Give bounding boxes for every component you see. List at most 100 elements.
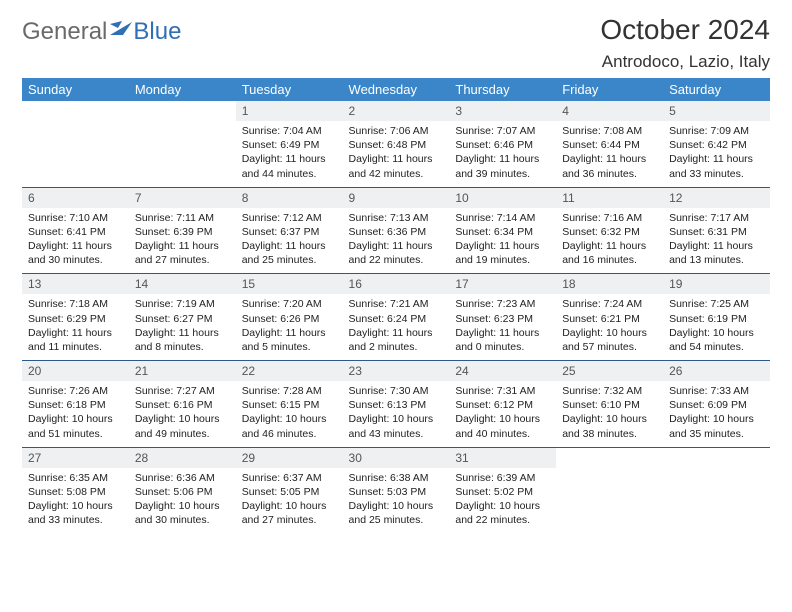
date-number: 31 (449, 448, 556, 468)
day-info: Sunrise: 6:38 AMSunset: 5:03 PMDaylight:… (343, 468, 450, 534)
day-header: Tuesday (236, 78, 343, 101)
day-info: Sunrise: 7:28 AMSunset: 6:15 PMDaylight:… (236, 381, 343, 447)
day-info: Sunrise: 7:06 AMSunset: 6:48 PMDaylight:… (343, 121, 450, 187)
calendar-cell: 5Sunrise: 7:09 AMSunset: 6:42 PMDaylight… (663, 101, 770, 187)
date-number: 23 (343, 361, 450, 381)
date-number: 13 (22, 274, 129, 294)
date-number: 24 (449, 361, 556, 381)
calendar-cell: 17Sunrise: 7:23 AMSunset: 6:23 PMDayligh… (449, 274, 556, 361)
calendar-cell: 16Sunrise: 7:21 AMSunset: 6:24 PMDayligh… (343, 274, 450, 361)
calendar-cell: 22Sunrise: 7:28 AMSunset: 6:15 PMDayligh… (236, 361, 343, 448)
calendar-cell: 11Sunrise: 7:16 AMSunset: 6:32 PMDayligh… (556, 187, 663, 274)
date-number: 14 (129, 274, 236, 294)
date-number: 12 (663, 188, 770, 208)
date-number: 11 (556, 188, 663, 208)
day-header: Saturday (663, 78, 770, 101)
day-header: Thursday (449, 78, 556, 101)
day-header: Sunday (22, 78, 129, 101)
day-info: Sunrise: 7:12 AMSunset: 6:37 PMDaylight:… (236, 208, 343, 274)
date-number: 29 (236, 448, 343, 468)
date-number: 19 (663, 274, 770, 294)
day-info: Sunrise: 7:18 AMSunset: 6:29 PMDaylight:… (22, 294, 129, 360)
month-title: October 2024 (600, 14, 770, 46)
day-info: Sunrise: 6:36 AMSunset: 5:06 PMDaylight:… (129, 468, 236, 534)
calendar-cell: 29Sunrise: 6:37 AMSunset: 5:05 PMDayligh… (236, 447, 343, 533)
calendar-week-row: 20Sunrise: 7:26 AMSunset: 6:18 PMDayligh… (22, 361, 770, 448)
calendar-cell: 20Sunrise: 7:26 AMSunset: 6:18 PMDayligh… (22, 361, 129, 448)
calendar-cell: 13Sunrise: 7:18 AMSunset: 6:29 PMDayligh… (22, 274, 129, 361)
calendar-grid: Sunday Monday Tuesday Wednesday Thursday… (22, 78, 770, 533)
day-info: Sunrise: 7:04 AMSunset: 6:49 PMDaylight:… (236, 121, 343, 187)
calendar-cell: 25Sunrise: 7:32 AMSunset: 6:10 PMDayligh… (556, 361, 663, 448)
day-info: Sunrise: 7:27 AMSunset: 6:16 PMDaylight:… (129, 381, 236, 447)
calendar-cell: 27Sunrise: 6:35 AMSunset: 5:08 PMDayligh… (22, 447, 129, 533)
calendar-page: General Blue October 2024 Antrodoco, Laz… (0, 0, 792, 547)
calendar-cell: 4Sunrise: 7:08 AMSunset: 6:44 PMDaylight… (556, 101, 663, 187)
date-number: 6 (22, 188, 129, 208)
day-info: Sunrise: 7:09 AMSunset: 6:42 PMDaylight:… (663, 121, 770, 187)
day-info: Sunrise: 7:24 AMSunset: 6:21 PMDaylight:… (556, 294, 663, 360)
date-number: 25 (556, 361, 663, 381)
calendar-cell: 24Sunrise: 7:31 AMSunset: 6:12 PMDayligh… (449, 361, 556, 448)
date-number: 27 (22, 448, 129, 468)
day-info: Sunrise: 7:07 AMSunset: 6:46 PMDaylight:… (449, 121, 556, 187)
day-info: Sunrise: 7:17 AMSunset: 6:31 PMDaylight:… (663, 208, 770, 274)
header: General Blue October 2024 Antrodoco, Laz… (22, 14, 770, 72)
calendar-cell (663, 447, 770, 533)
day-info: Sunrise: 7:11 AMSunset: 6:39 PMDaylight:… (129, 208, 236, 274)
day-info: Sunrise: 7:16 AMSunset: 6:32 PMDaylight:… (556, 208, 663, 274)
date-number: 21 (129, 361, 236, 381)
location: Antrodoco, Lazio, Italy (600, 52, 770, 72)
day-info: Sunrise: 7:30 AMSunset: 6:13 PMDaylight:… (343, 381, 450, 447)
day-info: Sunrise: 7:21 AMSunset: 6:24 PMDaylight:… (343, 294, 450, 360)
day-info: Sunrise: 7:10 AMSunset: 6:41 PMDaylight:… (22, 208, 129, 274)
calendar-cell: 7Sunrise: 7:11 AMSunset: 6:39 PMDaylight… (129, 187, 236, 274)
calendar-week-row: 13Sunrise: 7:18 AMSunset: 6:29 PMDayligh… (22, 274, 770, 361)
calendar-week-row: 27Sunrise: 6:35 AMSunset: 5:08 PMDayligh… (22, 447, 770, 533)
logo-text-2: Blue (133, 18, 181, 46)
date-number: 18 (556, 274, 663, 294)
date-number: 4 (556, 101, 663, 121)
calendar-cell: 9Sunrise: 7:13 AMSunset: 6:36 PMDaylight… (343, 187, 450, 274)
day-header: Friday (556, 78, 663, 101)
date-number: 5 (663, 101, 770, 121)
calendar-cell: 23Sunrise: 7:30 AMSunset: 6:13 PMDayligh… (343, 361, 450, 448)
calendar-cell: 8Sunrise: 7:12 AMSunset: 6:37 PMDaylight… (236, 187, 343, 274)
day-info: Sunrise: 7:33 AMSunset: 6:09 PMDaylight:… (663, 381, 770, 447)
calendar-week-row: 1Sunrise: 7:04 AMSunset: 6:49 PMDaylight… (22, 101, 770, 187)
logo-text-1: General (22, 18, 107, 46)
calendar-cell: 26Sunrise: 7:33 AMSunset: 6:09 PMDayligh… (663, 361, 770, 448)
calendar-cell: 18Sunrise: 7:24 AMSunset: 6:21 PMDayligh… (556, 274, 663, 361)
calendar-cell: 15Sunrise: 7:20 AMSunset: 6:26 PMDayligh… (236, 274, 343, 361)
calendar-cell: 12Sunrise: 7:17 AMSunset: 6:31 PMDayligh… (663, 187, 770, 274)
day-info: Sunrise: 6:35 AMSunset: 5:08 PMDaylight:… (22, 468, 129, 534)
date-number: 20 (22, 361, 129, 381)
calendar-cell (556, 447, 663, 533)
calendar-week-row: 6Sunrise: 7:10 AMSunset: 6:41 PMDaylight… (22, 187, 770, 274)
calendar-cell: 6Sunrise: 7:10 AMSunset: 6:41 PMDaylight… (22, 187, 129, 274)
day-header: Wednesday (343, 78, 450, 101)
calendar-cell: 19Sunrise: 7:25 AMSunset: 6:19 PMDayligh… (663, 274, 770, 361)
calendar-cell: 2Sunrise: 7:06 AMSunset: 6:48 PMDaylight… (343, 101, 450, 187)
date-number: 26 (663, 361, 770, 381)
day-info: Sunrise: 7:31 AMSunset: 6:12 PMDaylight:… (449, 381, 556, 447)
calendar-cell (22, 101, 129, 187)
date-number: 22 (236, 361, 343, 381)
day-info: Sunrise: 6:39 AMSunset: 5:02 PMDaylight:… (449, 468, 556, 534)
date-number: 2 (343, 101, 450, 121)
day-info: Sunrise: 7:19 AMSunset: 6:27 PMDaylight:… (129, 294, 236, 360)
date-number: 15 (236, 274, 343, 294)
date-number: 9 (343, 188, 450, 208)
calendar-cell: 14Sunrise: 7:19 AMSunset: 6:27 PMDayligh… (129, 274, 236, 361)
date-number: 28 (129, 448, 236, 468)
calendar-cell: 1Sunrise: 7:04 AMSunset: 6:49 PMDaylight… (236, 101, 343, 187)
calendar-cell: 21Sunrise: 7:27 AMSunset: 6:16 PMDayligh… (129, 361, 236, 448)
day-info: Sunrise: 7:13 AMSunset: 6:36 PMDaylight:… (343, 208, 450, 274)
calendar-body: 1Sunrise: 7:04 AMSunset: 6:49 PMDaylight… (22, 101, 770, 533)
calendar-cell: 28Sunrise: 6:36 AMSunset: 5:06 PMDayligh… (129, 447, 236, 533)
day-info: Sunrise: 7:14 AMSunset: 6:34 PMDaylight:… (449, 208, 556, 274)
logo: General Blue (22, 14, 181, 46)
date-number: 3 (449, 101, 556, 121)
day-info: Sunrise: 6:37 AMSunset: 5:05 PMDaylight:… (236, 468, 343, 534)
day-info: Sunrise: 7:20 AMSunset: 6:26 PMDaylight:… (236, 294, 343, 360)
